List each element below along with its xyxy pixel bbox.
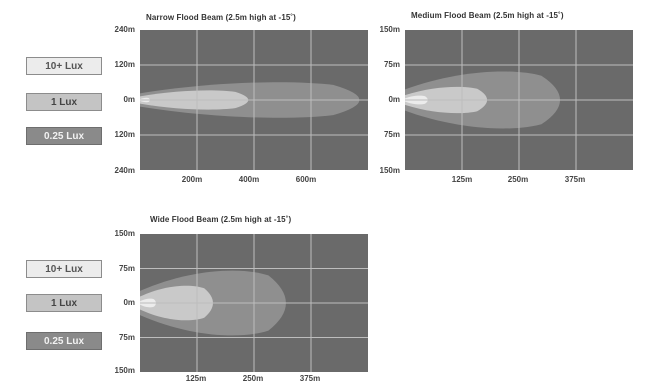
- legend-label: 10+ Lux: [45, 60, 83, 72]
- y-tick: 150m: [379, 25, 400, 34]
- y-tick: 75m: [118, 264, 135, 273]
- y-tick: 240m: [114, 25, 135, 34]
- legend-label: 10+ Lux: [45, 263, 83, 275]
- legend-label: 0.25 Lux: [43, 335, 85, 347]
- legend-10-lux: 10+ Lux: [26, 260, 102, 278]
- x-tick: 375m: [564, 175, 586, 184]
- x-tick: 375m: [299, 374, 321, 383]
- narrow-beam-plot: [140, 30, 368, 170]
- legend-025-lux: 0.25 Lux: [26, 127, 102, 145]
- x-tick: 400m: [238, 175, 260, 184]
- medium-beam-title: Medium Flood Beam (2.5m high at -15˚): [411, 11, 564, 20]
- legend-025-lux: 0.25 Lux: [26, 332, 102, 350]
- y-tick: 120m: [114, 60, 135, 69]
- y-tick: 0m: [388, 95, 400, 104]
- y-tick: 75m: [383, 60, 400, 69]
- legend-label: 1 Lux: [50, 96, 78, 108]
- x-tick: 125m: [185, 374, 207, 383]
- y-tick: 240m: [114, 166, 135, 175]
- y-tick: 150m: [379, 166, 400, 175]
- x-tick: 250m: [507, 175, 529, 184]
- wide-beam-plot: [140, 234, 368, 372]
- legend-1-lux: 1 Lux: [26, 93, 102, 111]
- legend-10-lux: 10+ Lux: [26, 57, 102, 75]
- y-tick: 150m: [114, 229, 135, 238]
- x-tick: 200m: [181, 175, 203, 184]
- x-tick: 600m: [295, 175, 317, 184]
- beam-plot-svg: [405, 30, 633, 170]
- medium-beam-plot: [405, 30, 633, 170]
- y-tick: 120m: [114, 130, 135, 139]
- x-tick: 125m: [451, 175, 473, 184]
- legend-label: 0.25 Lux: [43, 130, 85, 142]
- legend-label: 1 Lux: [50, 297, 78, 309]
- x-tick: 250m: [242, 374, 264, 383]
- beam-plot-svg: [140, 234, 368, 372]
- y-tick: 75m: [383, 130, 400, 139]
- y-tick: 0m: [123, 298, 135, 307]
- y-tick: 75m: [118, 333, 135, 342]
- y-tick: 150m: [114, 366, 135, 375]
- narrow-beam-title: Narrow Flood Beam (2.5m high at -15˚): [146, 13, 296, 22]
- y-tick: 0m: [123, 95, 135, 104]
- legend-1-lux: 1 Lux: [26, 294, 102, 312]
- beam-plot-svg: [140, 30, 368, 170]
- wide-beam-title: Wide Flood Beam (2.5m high at -15˚): [150, 215, 292, 224]
